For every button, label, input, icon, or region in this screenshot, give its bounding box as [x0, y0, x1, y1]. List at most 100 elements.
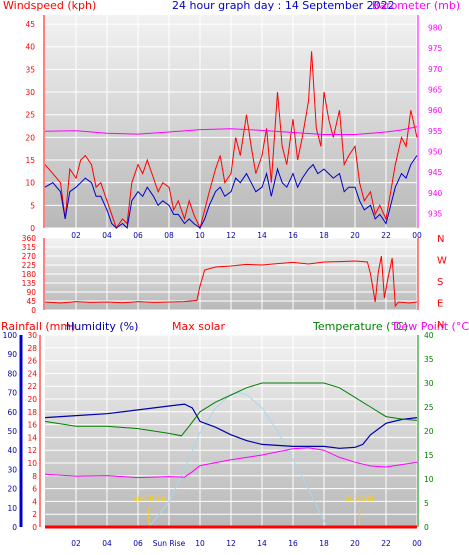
- temperature-x-tick-label: 06: [133, 539, 143, 548]
- wind-x-tick-label: 22: [381, 231, 391, 240]
- humidity-y-tick-label: 70: [7, 389, 17, 398]
- temperature-y-tick-label: 15: [424, 451, 434, 460]
- temperature-x-tick-label: 22: [381, 539, 391, 548]
- direction-y-tick-label: 135: [22, 279, 37, 288]
- series-average-wind: [44, 155, 418, 230]
- wind-x-tick-label: 04: [102, 231, 112, 240]
- rainfall-y-tick-label: 2: [32, 510, 37, 519]
- rainfall-y-tick-label: 10: [27, 459, 37, 468]
- humidity-y-tick-label: 60: [7, 408, 17, 417]
- direction-y-tick-label: 0: [31, 306, 36, 315]
- barometer-y-tick-label: 950: [428, 147, 443, 156]
- series-max-solar: [148, 392, 328, 528]
- humidity-y-tick-label: 100: [3, 331, 18, 340]
- series-wind-direction: [44, 255, 418, 308]
- temperature-y-tick-label: 35: [424, 355, 434, 364]
- rainfall-y-tick-label: 12: [27, 446, 37, 455]
- temperature-y-tick-label: 5: [424, 499, 429, 508]
- humidity-y-tick-label: 10: [7, 504, 17, 513]
- temperature-y-tick-label: 10: [424, 475, 434, 484]
- barometer-y-tick-label: 955: [428, 127, 443, 136]
- direction-y-tick-label: 270: [22, 252, 37, 261]
- compass-label: E: [437, 299, 443, 310]
- barometer-y-tick-label: 965: [428, 85, 443, 94]
- direction-y-tick-label: 45: [26, 297, 36, 306]
- series-temperature: [44, 382, 418, 437]
- wind-x-tick-label: 02: [71, 231, 81, 240]
- rainfall-y-tick-label: 0: [32, 523, 37, 532]
- wind-x-tick-label: 06: [133, 231, 143, 240]
- humidity-y-tick-label: 80: [7, 369, 17, 378]
- rainfall-y-tick-label: 18: [27, 408, 37, 417]
- series-humidity: [44, 403, 418, 449]
- temperature-x-tick-label: 04: [102, 539, 112, 548]
- rainfall-y-tick-label: 16: [27, 421, 37, 430]
- humidity-axis-title: Humidity (%): [66, 320, 138, 333]
- temperature-x-tick-label: 00: [412, 539, 422, 548]
- direction-y-tick-label: 315: [22, 243, 37, 252]
- graph-title: 24 hour graph day : 14 September 2022: [172, 0, 395, 12]
- dewpoint-axis-title: Dew Point (°C): [393, 320, 469, 333]
- humidity-y-tick-label: 30: [7, 465, 17, 474]
- windspeed-y-tick-label: 15: [25, 156, 35, 165]
- humidity-y-tick-label: 0: [12, 523, 17, 532]
- temperature-series: [44, 382, 418, 529]
- compass-label: W: [437, 256, 447, 267]
- wind-x-tick-label: 16: [288, 231, 298, 240]
- sun-markers: Sun Rise Sun Set: [133, 494, 374, 525]
- rainfall-y-tick-label: 30: [27, 331, 37, 340]
- temperature-y-tick-label: 0: [424, 523, 429, 532]
- wind-series: [44, 51, 418, 230]
- direction-grid: [45, 237, 418, 311]
- barometer-y-tick-label: 970: [428, 65, 443, 74]
- direction-y-tick-label: 360: [22, 234, 37, 243]
- rainfall-y-tick-label: 14: [27, 433, 37, 442]
- temperature-grid: [45, 334, 418, 528]
- humidity-y-tick-label: 90: [7, 350, 17, 359]
- rainfall-y-tick-label: 8: [32, 472, 37, 481]
- humidity-y-tick-label: 50: [7, 427, 17, 436]
- solar-legend: Max solar: [172, 320, 225, 333]
- temperature-x-tick-label: 18: [319, 539, 329, 548]
- wind-x-tick-label: 00: [412, 231, 422, 240]
- windspeed-y-tick-label: 45: [25, 20, 35, 29]
- humidity-y-tick-label: 40: [7, 446, 17, 455]
- temperature-x-tick-label: 14: [257, 539, 267, 548]
- temperature-x-tick-label: 12: [226, 539, 236, 548]
- wind-x-tick-label: 20: [350, 231, 360, 240]
- temperature-x-tick-label: 10: [195, 539, 205, 548]
- humidity-y-tick-label: 20: [7, 485, 17, 494]
- wind-x-tick-label: 14: [257, 231, 267, 240]
- rainfall-y-tick-label: 6: [32, 485, 37, 494]
- wind-x-tick-label: 12: [226, 231, 236, 240]
- direction-y-tick-label: 180: [22, 270, 37, 279]
- sun-set-marker-label: Sun Set: [345, 494, 374, 503]
- windspeed-y-tick-label: 5: [30, 201, 35, 210]
- windspeed-y-tick-label: 10: [25, 179, 35, 188]
- rainfall-y-tick-label: 20: [27, 395, 37, 404]
- series-dewpoint: [44, 447, 418, 479]
- windspeed-axis-title: Windspeed (kph): [3, 0, 96, 12]
- barometer-axis-title: Barometer (mb): [372, 0, 460, 12]
- sun-rise-marker-label: Sun Rise: [133, 494, 166, 503]
- temperature-x-tick-label: 16: [288, 539, 298, 548]
- rainfall-y-tick-label: 22: [27, 382, 37, 391]
- windspeed-y-tick-label: 20: [25, 133, 35, 142]
- rainfall-y-tick-label: 26: [27, 357, 37, 366]
- barometer-y-tick-label: 940: [428, 189, 443, 198]
- wind-grid: [45, 15, 418, 229]
- compass-label: N: [437, 234, 444, 245]
- temperature-x-tick-label: 20: [350, 539, 360, 548]
- temperature-y-tick-label: 30: [424, 379, 434, 388]
- rainfall-axis-title: Rainfall (mm): [1, 320, 75, 333]
- direction-y-tick-label: 225: [22, 261, 37, 270]
- compass-label: S: [437, 277, 443, 288]
- barometer-y-tick-label: 935: [428, 210, 443, 219]
- windspeed-y-tick-label: 30: [25, 88, 35, 97]
- series-gust: [44, 51, 418, 230]
- windspeed-y-tick-label: 35: [25, 65, 35, 74]
- temperature-x-tick-label: 02: [71, 539, 81, 548]
- rainfall-y-tick-label: 24: [27, 369, 37, 378]
